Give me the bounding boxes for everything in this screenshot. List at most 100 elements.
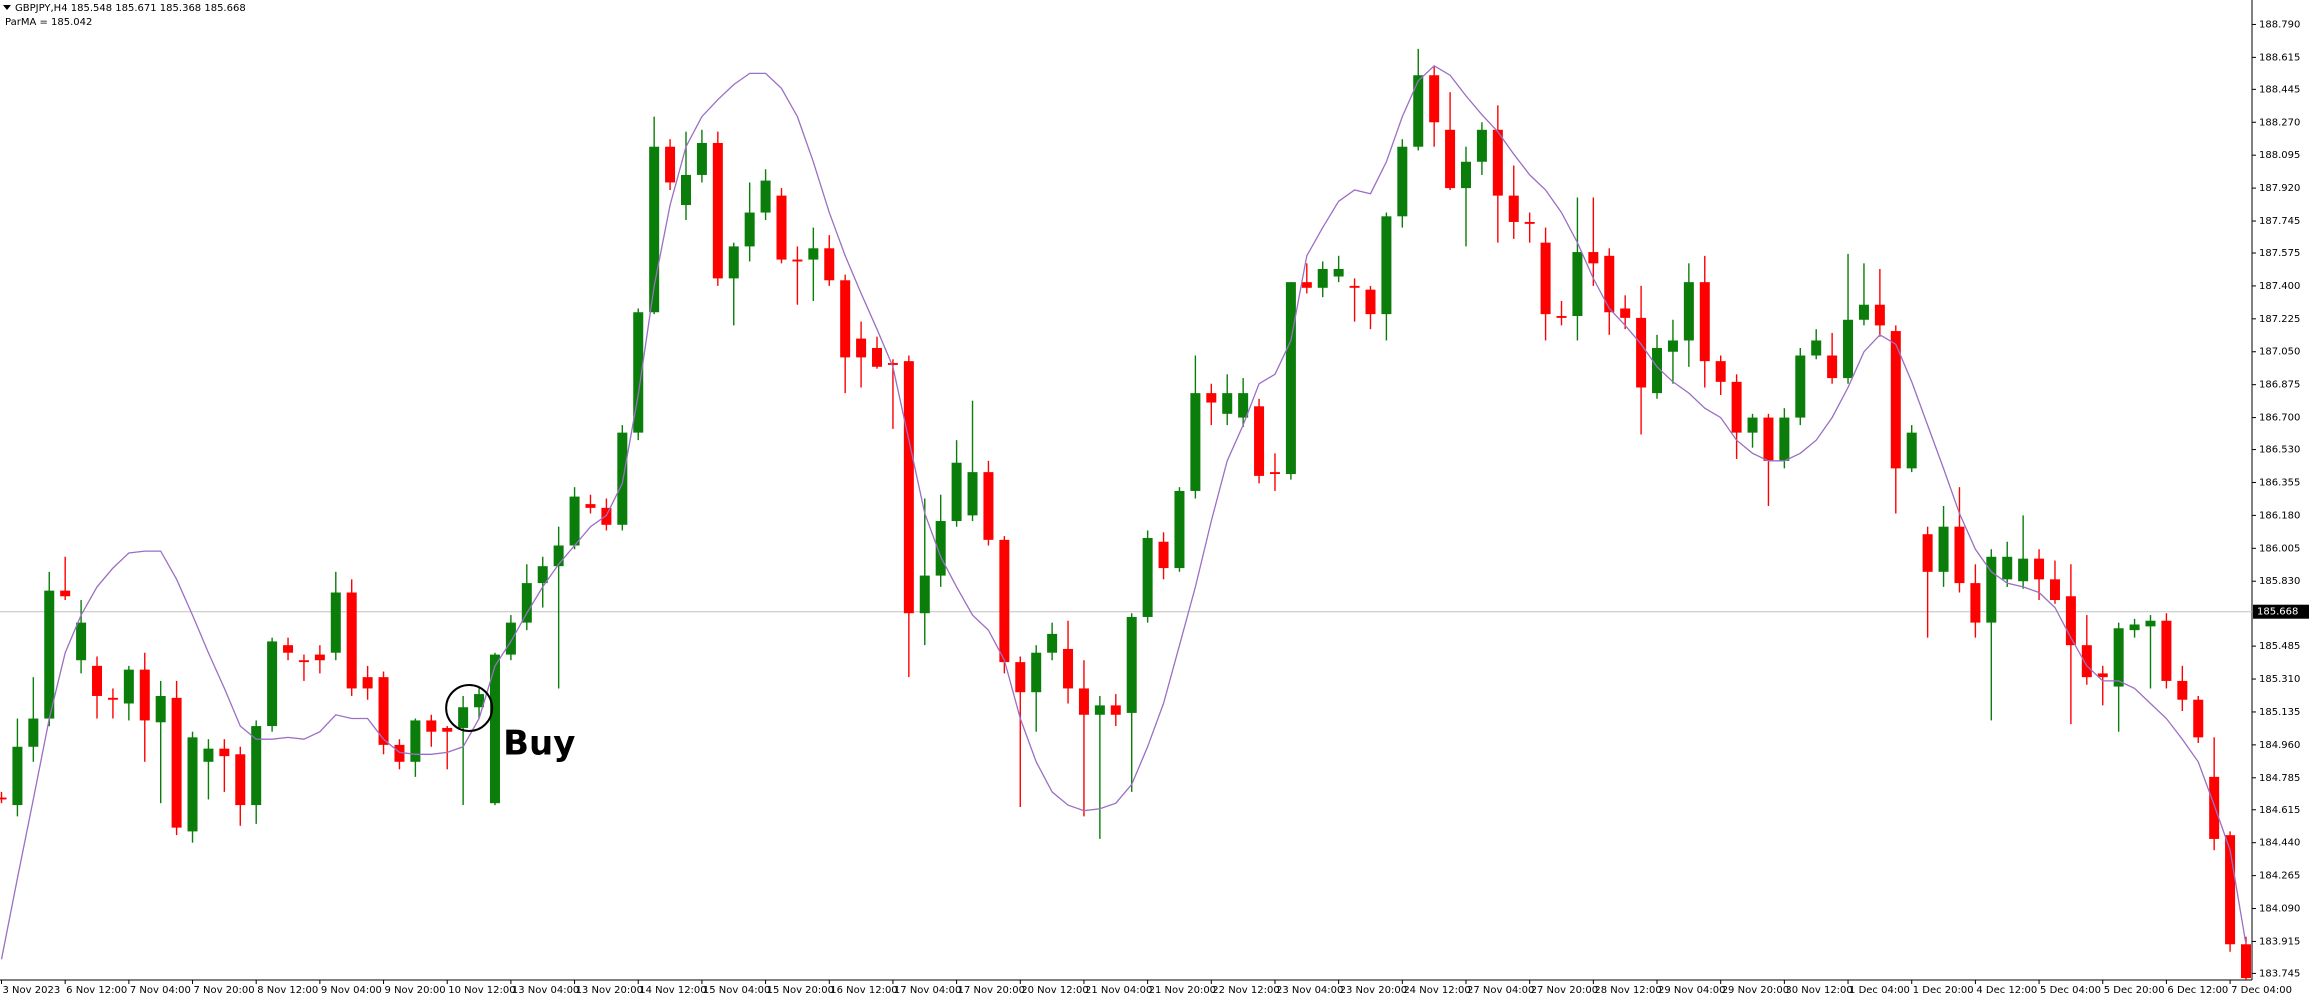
x-tick-label: 13 Nov 20:00 bbox=[576, 985, 643, 996]
y-tick-label: 184.440 bbox=[2259, 838, 2300, 849]
candle-body bbox=[712, 142, 723, 279]
candle-body bbox=[107, 697, 118, 700]
y-tick-label: 186.700 bbox=[2259, 413, 2300, 424]
x-tick-label: 14 Nov 12:00 bbox=[639, 985, 706, 996]
candle-body bbox=[633, 312, 644, 433]
candle-body bbox=[744, 212, 755, 247]
candle-body bbox=[1795, 355, 1806, 418]
candle-body bbox=[1460, 161, 1471, 189]
x-tick-label: 23 Nov 20:00 bbox=[1340, 985, 1407, 996]
candle-body bbox=[1254, 406, 1265, 476]
x-tick-label: 23 Nov 04:00 bbox=[1276, 985, 1343, 996]
candle-body bbox=[1906, 432, 1917, 469]
y-tick-label: 188.095 bbox=[2259, 150, 2300, 161]
candle-body bbox=[235, 754, 246, 806]
candle-body bbox=[1206, 393, 1217, 403]
candle-body bbox=[1827, 355, 1838, 379]
candle-body bbox=[617, 432, 628, 525]
x-tick-label: 17 Nov 20:00 bbox=[958, 985, 1025, 996]
candle-body bbox=[1190, 393, 1201, 491]
x-tick-label: 5 Dec 04:00 bbox=[2040, 985, 2101, 996]
candle-body bbox=[569, 496, 580, 546]
candle-body bbox=[12, 746, 23, 806]
x-tick-label: 1 Dec 04:00 bbox=[1849, 985, 1910, 996]
y-tick-label: 188.615 bbox=[2259, 52, 2300, 63]
y-tick-label: 187.575 bbox=[2259, 248, 2300, 259]
x-tick-label: 6 Dec 12:00 bbox=[2167, 985, 2228, 996]
menu-arrow[interactable] bbox=[3, 5, 11, 10]
candle-body bbox=[2034, 558, 2045, 580]
y-tick-label: 185.135 bbox=[2259, 707, 2300, 718]
candle-body bbox=[505, 622, 516, 655]
x-tick-label: 16 Nov 12:00 bbox=[830, 985, 897, 996]
x-tick-label: 30 Nov 12:00 bbox=[1785, 985, 1852, 996]
candle-body bbox=[2081, 645, 2092, 678]
candle-body bbox=[983, 472, 994, 540]
candle-body bbox=[171, 697, 182, 828]
y-tick-label: 185.485 bbox=[2259, 641, 2300, 652]
candle-body bbox=[1811, 340, 1822, 356]
candle-body bbox=[2241, 944, 2251, 979]
y-tick-label: 188.270 bbox=[2259, 117, 2300, 128]
candle-body bbox=[1476, 129, 1487, 162]
candle-body bbox=[537, 566, 548, 584]
y-tick-label: 184.090 bbox=[2259, 904, 2300, 915]
candle-body bbox=[378, 677, 389, 745]
candle-body bbox=[1874, 304, 1885, 326]
candle-body bbox=[1110, 705, 1121, 715]
buy-annotation: Buy bbox=[503, 724, 575, 764]
x-tick-label: 7 Nov 20:00 bbox=[194, 985, 255, 996]
candle-body bbox=[330, 592, 341, 653]
candle-body bbox=[2018, 558, 2029, 582]
candle-body bbox=[776, 195, 787, 260]
candle-body bbox=[760, 180, 771, 213]
candle-body bbox=[1683, 282, 1694, 341]
candle-body bbox=[1317, 268, 1328, 288]
candle-body bbox=[203, 748, 214, 762]
candle-body bbox=[123, 669, 134, 704]
candle-body bbox=[1445, 129, 1456, 189]
candle-body bbox=[1636, 317, 1647, 388]
candle-body bbox=[999, 539, 1010, 663]
candle-body bbox=[1078, 688, 1089, 715]
candle-body bbox=[1843, 319, 1854, 379]
x-tick-label: 15 Nov 20:00 bbox=[767, 985, 834, 996]
x-tick-label: 4 Dec 12:00 bbox=[1976, 985, 2037, 996]
x-tick-label: 20 Nov 12:00 bbox=[1021, 985, 1088, 996]
y-tick-label: 184.960 bbox=[2259, 740, 2300, 751]
candle-body bbox=[1492, 129, 1503, 196]
y-tick-label: 186.180 bbox=[2259, 510, 2300, 521]
x-tick-label: 22 Nov 12:00 bbox=[1212, 985, 1279, 996]
candle-body bbox=[2002, 556, 2013, 580]
candle-body bbox=[1620, 308, 1631, 318]
candle-body bbox=[155, 695, 166, 723]
candle-body bbox=[1126, 616, 1137, 713]
y-tick-label: 184.265 bbox=[2259, 871, 2300, 882]
candle-body bbox=[426, 720, 437, 732]
candle-body bbox=[1413, 75, 1424, 147]
x-tick-label: 21 Nov 20:00 bbox=[1149, 985, 1216, 996]
candle-body bbox=[1031, 652, 1042, 693]
candle-body bbox=[44, 590, 55, 719]
y-tick-label: 186.875 bbox=[2259, 380, 2300, 391]
candle-body bbox=[2129, 624, 2140, 631]
x-tick-label: 15 Nov 04:00 bbox=[703, 985, 770, 996]
candle-body bbox=[1954, 526, 1965, 584]
candle-body bbox=[314, 654, 325, 661]
candle-body bbox=[2177, 680, 2188, 700]
candle-body bbox=[442, 727, 453, 732]
y-tick-label: 186.005 bbox=[2259, 543, 2300, 554]
candle-body bbox=[474, 694, 485, 708]
candle-body bbox=[76, 622, 87, 661]
candle-body bbox=[1986, 556, 1997, 623]
candle-body bbox=[1747, 417, 1758, 433]
candle-body bbox=[935, 521, 946, 576]
candle-body bbox=[2193, 699, 2204, 738]
candle-body bbox=[696, 142, 707, 175]
current-price-label: 185.668 bbox=[2257, 607, 2298, 618]
candle-body bbox=[1158, 541, 1169, 569]
y-tick-label: 186.355 bbox=[2259, 477, 2300, 488]
candle-body bbox=[1333, 268, 1344, 277]
y-tick-label: 184.785 bbox=[2259, 773, 2300, 784]
candle-body bbox=[28, 718, 39, 747]
